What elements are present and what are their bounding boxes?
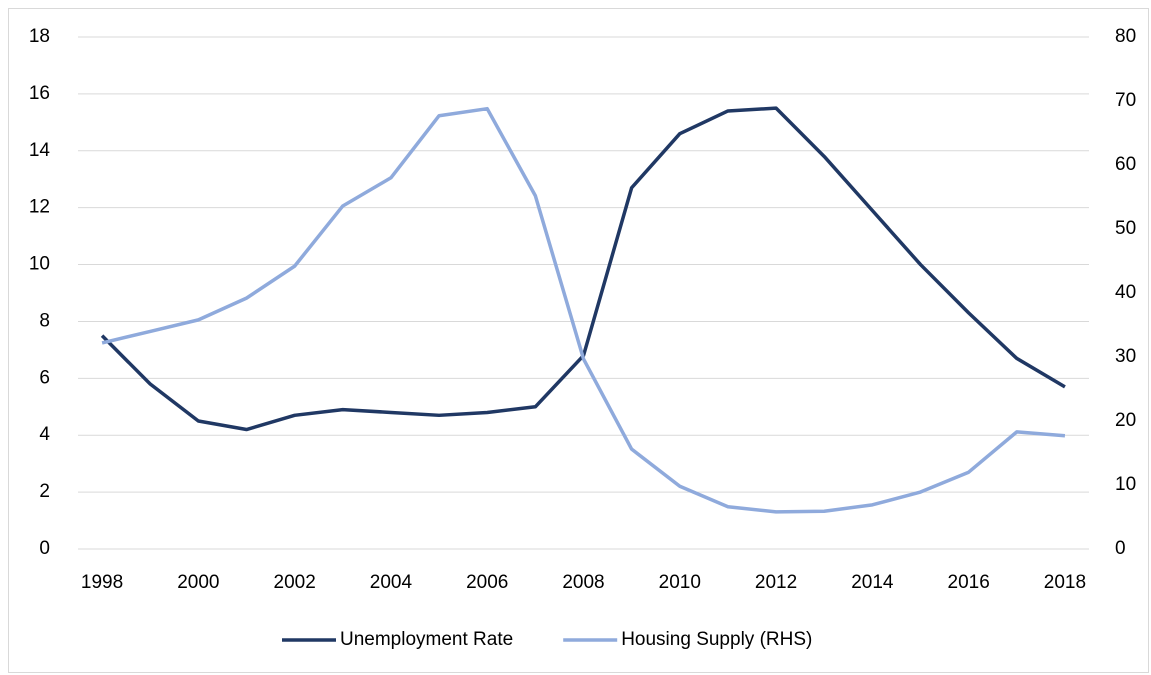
- x-tick-label: 2018: [1044, 572, 1086, 593]
- y-tick-label: 6: [39, 367, 50, 388]
- x-tick-label: 2000: [177, 572, 219, 593]
- y-tick-label: 0: [39, 538, 50, 559]
- y2-tick-label: 30: [1115, 346, 1136, 367]
- x-tick-label: 2010: [659, 572, 701, 593]
- x-tick-label: 2014: [851, 572, 894, 593]
- x-tick-label: 2006: [466, 572, 508, 593]
- y-tick-label: 10: [29, 254, 50, 275]
- y-tick-label: 4: [39, 424, 50, 445]
- y2-tick-label: 80: [1115, 26, 1136, 47]
- x-tick-label: 2012: [755, 572, 797, 593]
- y2-tick-label: 20: [1115, 410, 1136, 431]
- x-tick-label: 2016: [948, 572, 990, 593]
- y2-tick-label: 60: [1115, 154, 1136, 175]
- x-tick-label: 2002: [274, 572, 316, 593]
- y2-tick-label: 40: [1115, 282, 1136, 303]
- y-tick-label: 18: [29, 26, 50, 47]
- x-tick-label: 1998: [81, 572, 123, 593]
- legend-label: Housing Supply (RHS): [621, 629, 812, 650]
- y-tick-label: 8: [39, 310, 50, 331]
- y-tick-label: 16: [29, 83, 50, 104]
- x-tick-label: 2008: [562, 572, 604, 593]
- y-tick-label: 14: [29, 140, 51, 161]
- legend-label: Unemployment Rate: [340, 629, 513, 650]
- x-tick-label: 2004: [370, 572, 413, 593]
- y2-tick-label: 0: [1115, 538, 1126, 559]
- y2-tick-label: 10: [1115, 474, 1136, 495]
- y-tick-label: 12: [29, 197, 50, 218]
- y2-tick-label: 70: [1115, 90, 1136, 111]
- y-tick-label: 2: [39, 481, 50, 502]
- y2-tick-label: 50: [1115, 218, 1136, 239]
- series-line: [101, 106, 1066, 514]
